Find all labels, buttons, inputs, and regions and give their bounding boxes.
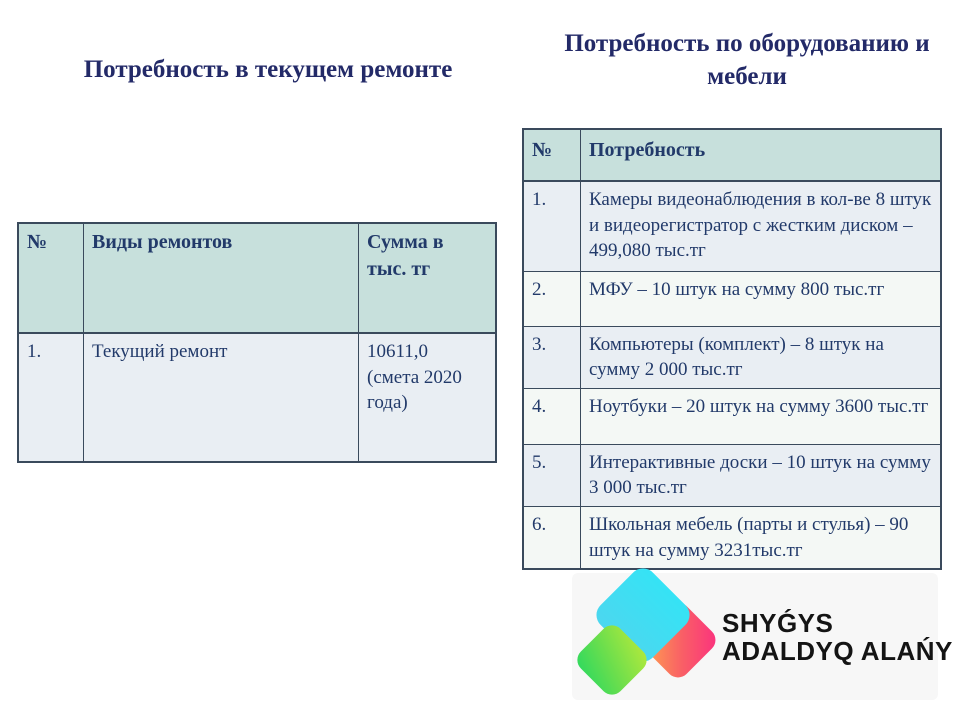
repairs-table-header-row: № Виды ремонтов Сумма в тыс. тг [17,222,497,334]
row-num: 5. [522,443,581,508]
repairs-header-sum: Сумма в тыс. тг [358,222,497,334]
repairs-row-num: 1. [17,332,84,463]
equipment-table-header-row: № Потребность [522,128,942,182]
repairs-table: № Виды ремонтов Сумма в тыс. тг 1. Текущ… [17,222,497,463]
row-num: 1. [522,180,581,272]
table-row: 1. Камеры видеонаблюдения в кол-ве 8 шту… [522,180,942,272]
row-text: МФУ – 10 штук на сумму 800 тыс.тг [580,270,942,327]
row-text: Компьютеры (комплект) – 8 штук на сумму … [580,325,942,389]
logo-wordmark: SHYǴYS ADALDYQ ALAŃY [722,609,953,665]
equipment-table: № Потребность 1. Камеры видеонаблюдения … [522,128,942,571]
table-row: 5. Интерактивные доски – 10 штук на сумм… [522,443,942,508]
left-slide-title: Потребность в текущем ремонте [83,56,453,83]
table-row: 3. Компьютеры (комплект) – 8 штук на сум… [522,325,942,389]
table-row: 2. МФУ – 10 штук на сумму 800 тыс.тг [522,270,942,327]
row-text: Интерактивные доски – 10 штук на сумму 3… [580,443,942,508]
table-row: 4. Ноутбуки – 20 штук на сумму 3600 тыс.… [522,387,942,445]
repairs-header-num: № [17,222,84,334]
row-num: 3. [522,325,581,389]
table-row: 6. Школьная мебель (парты и стулья) – 90… [522,506,942,570]
right-slide-title: Потребность по оборудованию и мебели [564,30,930,90]
equipment-header-num: № [522,128,581,182]
repairs-row-sum: 10611,0 (смета 2020 года) [358,332,497,463]
three-rounded-diamonds-icon [572,562,721,700]
row-text: Ноутбуки – 20 штук на сумму 3600 тыс.тг [580,387,942,445]
table-row: 1. Текущий ремонт 10611,0 (смета 2020 го… [17,332,497,463]
row-text: Школьная мебель (парты и стулья) – 90 шт… [580,506,942,570]
row-num: 4. [522,387,581,445]
row-num: 2. [522,270,581,327]
logo-line1: SHYǴYS [722,608,834,638]
repairs-header-type: Виды ремонтов [83,222,359,334]
equipment-header-need: Потребность [580,128,942,182]
logo-line2: ADALDYQ ALAŃY [722,636,953,667]
repairs-row-type: Текущий ремонт [83,332,359,463]
row-num: 6. [522,506,581,570]
shygys-adaldyq-alany-logo: SHYǴYS ADALDYQ ALAŃY [572,562,952,700]
row-text: Камеры видеонаблюдения в кол-ве 8 штук и… [580,180,942,272]
